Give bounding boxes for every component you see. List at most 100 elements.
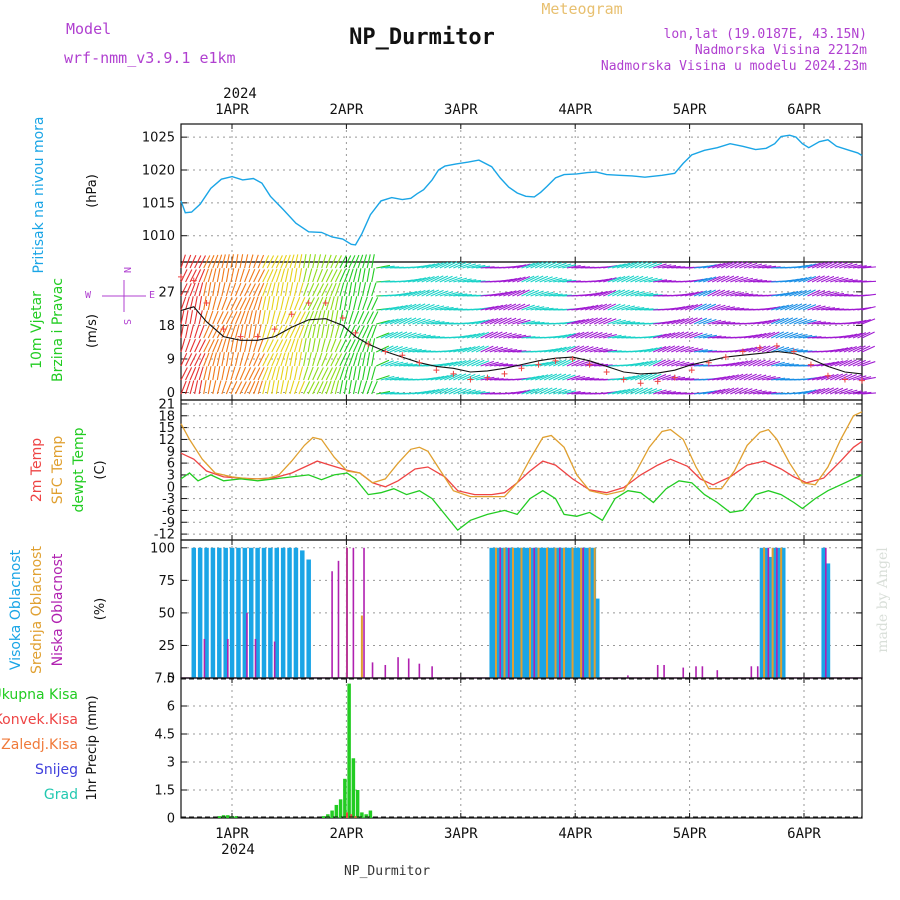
wind-title-line1: 10m Vjetar <box>29 291 45 369</box>
wind-arrow <box>234 338 239 353</box>
wind-arrow <box>630 261 644 269</box>
wind-arrow <box>280 296 285 311</box>
wind-arrow <box>462 346 476 353</box>
wind-series <box>178 273 865 387</box>
wind-arrow <box>198 310 203 325</box>
wind-arrow <box>339 339 347 353</box>
wind-arrow <box>462 389 477 395</box>
wind-arrow <box>857 265 872 269</box>
wind-arrow <box>203 380 207 395</box>
wind-arrow <box>743 334 758 339</box>
wind-arrow <box>766 361 781 367</box>
wind-arrow <box>312 254 316 269</box>
wind-arrow <box>180 367 188 381</box>
cloud-high-bar <box>204 547 209 678</box>
wind-arrow <box>507 303 521 311</box>
wind-arrow <box>293 338 299 353</box>
product-title: Meteogram <box>541 0 622 18</box>
y-tick-label: 27 <box>158 285 175 300</box>
wind-arrow <box>503 317 517 325</box>
wind-arrow <box>593 332 608 339</box>
precip-total-bar <box>226 815 230 818</box>
wind-arrow <box>612 335 627 339</box>
wind-arrow <box>253 353 260 367</box>
wind-arrow <box>707 263 722 269</box>
wind-arrow <box>403 363 418 367</box>
wind-arrow <box>435 275 449 283</box>
wind-gust-marker <box>620 376 627 383</box>
wind-arrow <box>521 289 535 297</box>
wind-arrow <box>330 254 337 269</box>
wind-arrow <box>312 381 320 395</box>
wind-arrow <box>534 361 549 367</box>
wind-arrow <box>662 359 676 367</box>
wind-arrow <box>207 339 215 353</box>
wind-arrow <box>580 377 595 381</box>
wind-arrow <box>307 282 315 297</box>
wind-arrow <box>307 338 312 353</box>
wind-arrow <box>657 345 671 353</box>
wind-arrow <box>707 275 721 283</box>
wind-arrow <box>494 291 508 297</box>
wind-arrow <box>239 352 245 367</box>
wind-arrow <box>494 304 508 311</box>
wind-arrow <box>630 387 644 395</box>
wind-arrow <box>807 388 821 395</box>
wind-arrow <box>589 291 604 297</box>
wind-arrow <box>412 349 427 353</box>
wind-arrow <box>289 325 297 339</box>
wind-arrow <box>711 262 726 269</box>
wind-arrow <box>230 297 238 311</box>
wind-arrow <box>825 387 839 395</box>
wind-arrow <box>684 304 699 311</box>
wind-arrow <box>330 310 334 325</box>
wind-gust-marker <box>450 370 457 377</box>
wind-arrow <box>553 373 567 381</box>
pressure-line <box>180 134 863 246</box>
wind-arrow <box>248 380 256 395</box>
wind-arrow <box>757 359 771 367</box>
wind-arrow <box>507 277 522 283</box>
wind-arrow <box>498 332 513 339</box>
wind-arrow <box>711 388 726 395</box>
cloud-high-bar <box>255 547 260 678</box>
wind-arrow <box>334 324 340 339</box>
wind-arrow <box>603 349 618 353</box>
wind-arrow <box>820 275 835 283</box>
wind-arrow <box>430 262 444 269</box>
wind-arrow <box>762 391 777 395</box>
wind-arrow <box>716 275 730 283</box>
wind-arrow <box>834 293 849 297</box>
wind-arrow <box>711 304 726 311</box>
wind-arrow <box>784 332 799 339</box>
wind-arrow <box>366 366 371 381</box>
wind-arrow <box>802 263 817 269</box>
wind-arrow <box>566 345 580 353</box>
wind-arrow <box>834 262 848 269</box>
wind-arrow <box>362 380 368 395</box>
wind-arrow <box>743 359 757 367</box>
wind-arrow <box>289 380 295 395</box>
wind-arrow <box>230 338 235 353</box>
wind-arrow <box>266 380 271 395</box>
top-date-label: 3APR <box>444 102 478 118</box>
wind-arrow <box>325 283 333 297</box>
wind-arrow <box>712 376 726 381</box>
wind-arrow <box>371 366 376 381</box>
wind-arrow <box>539 361 554 367</box>
wind-arrow <box>343 282 349 297</box>
wind-arrow <box>512 390 527 395</box>
wind-arrow <box>330 282 337 297</box>
wind-arrow <box>198 339 206 353</box>
wind-arrow <box>448 387 462 395</box>
wind-arrow <box>716 321 731 325</box>
wind-arrow <box>262 255 270 269</box>
cloud-high-bar <box>821 547 826 678</box>
wind-arrow <box>693 290 708 297</box>
wind-arrow <box>548 277 563 283</box>
wind-arrow <box>257 353 265 367</box>
wind-arrow <box>325 254 332 269</box>
wind-arrow <box>212 254 219 269</box>
precip-total-bar <box>334 804 339 818</box>
wind-arrow <box>607 390 622 395</box>
